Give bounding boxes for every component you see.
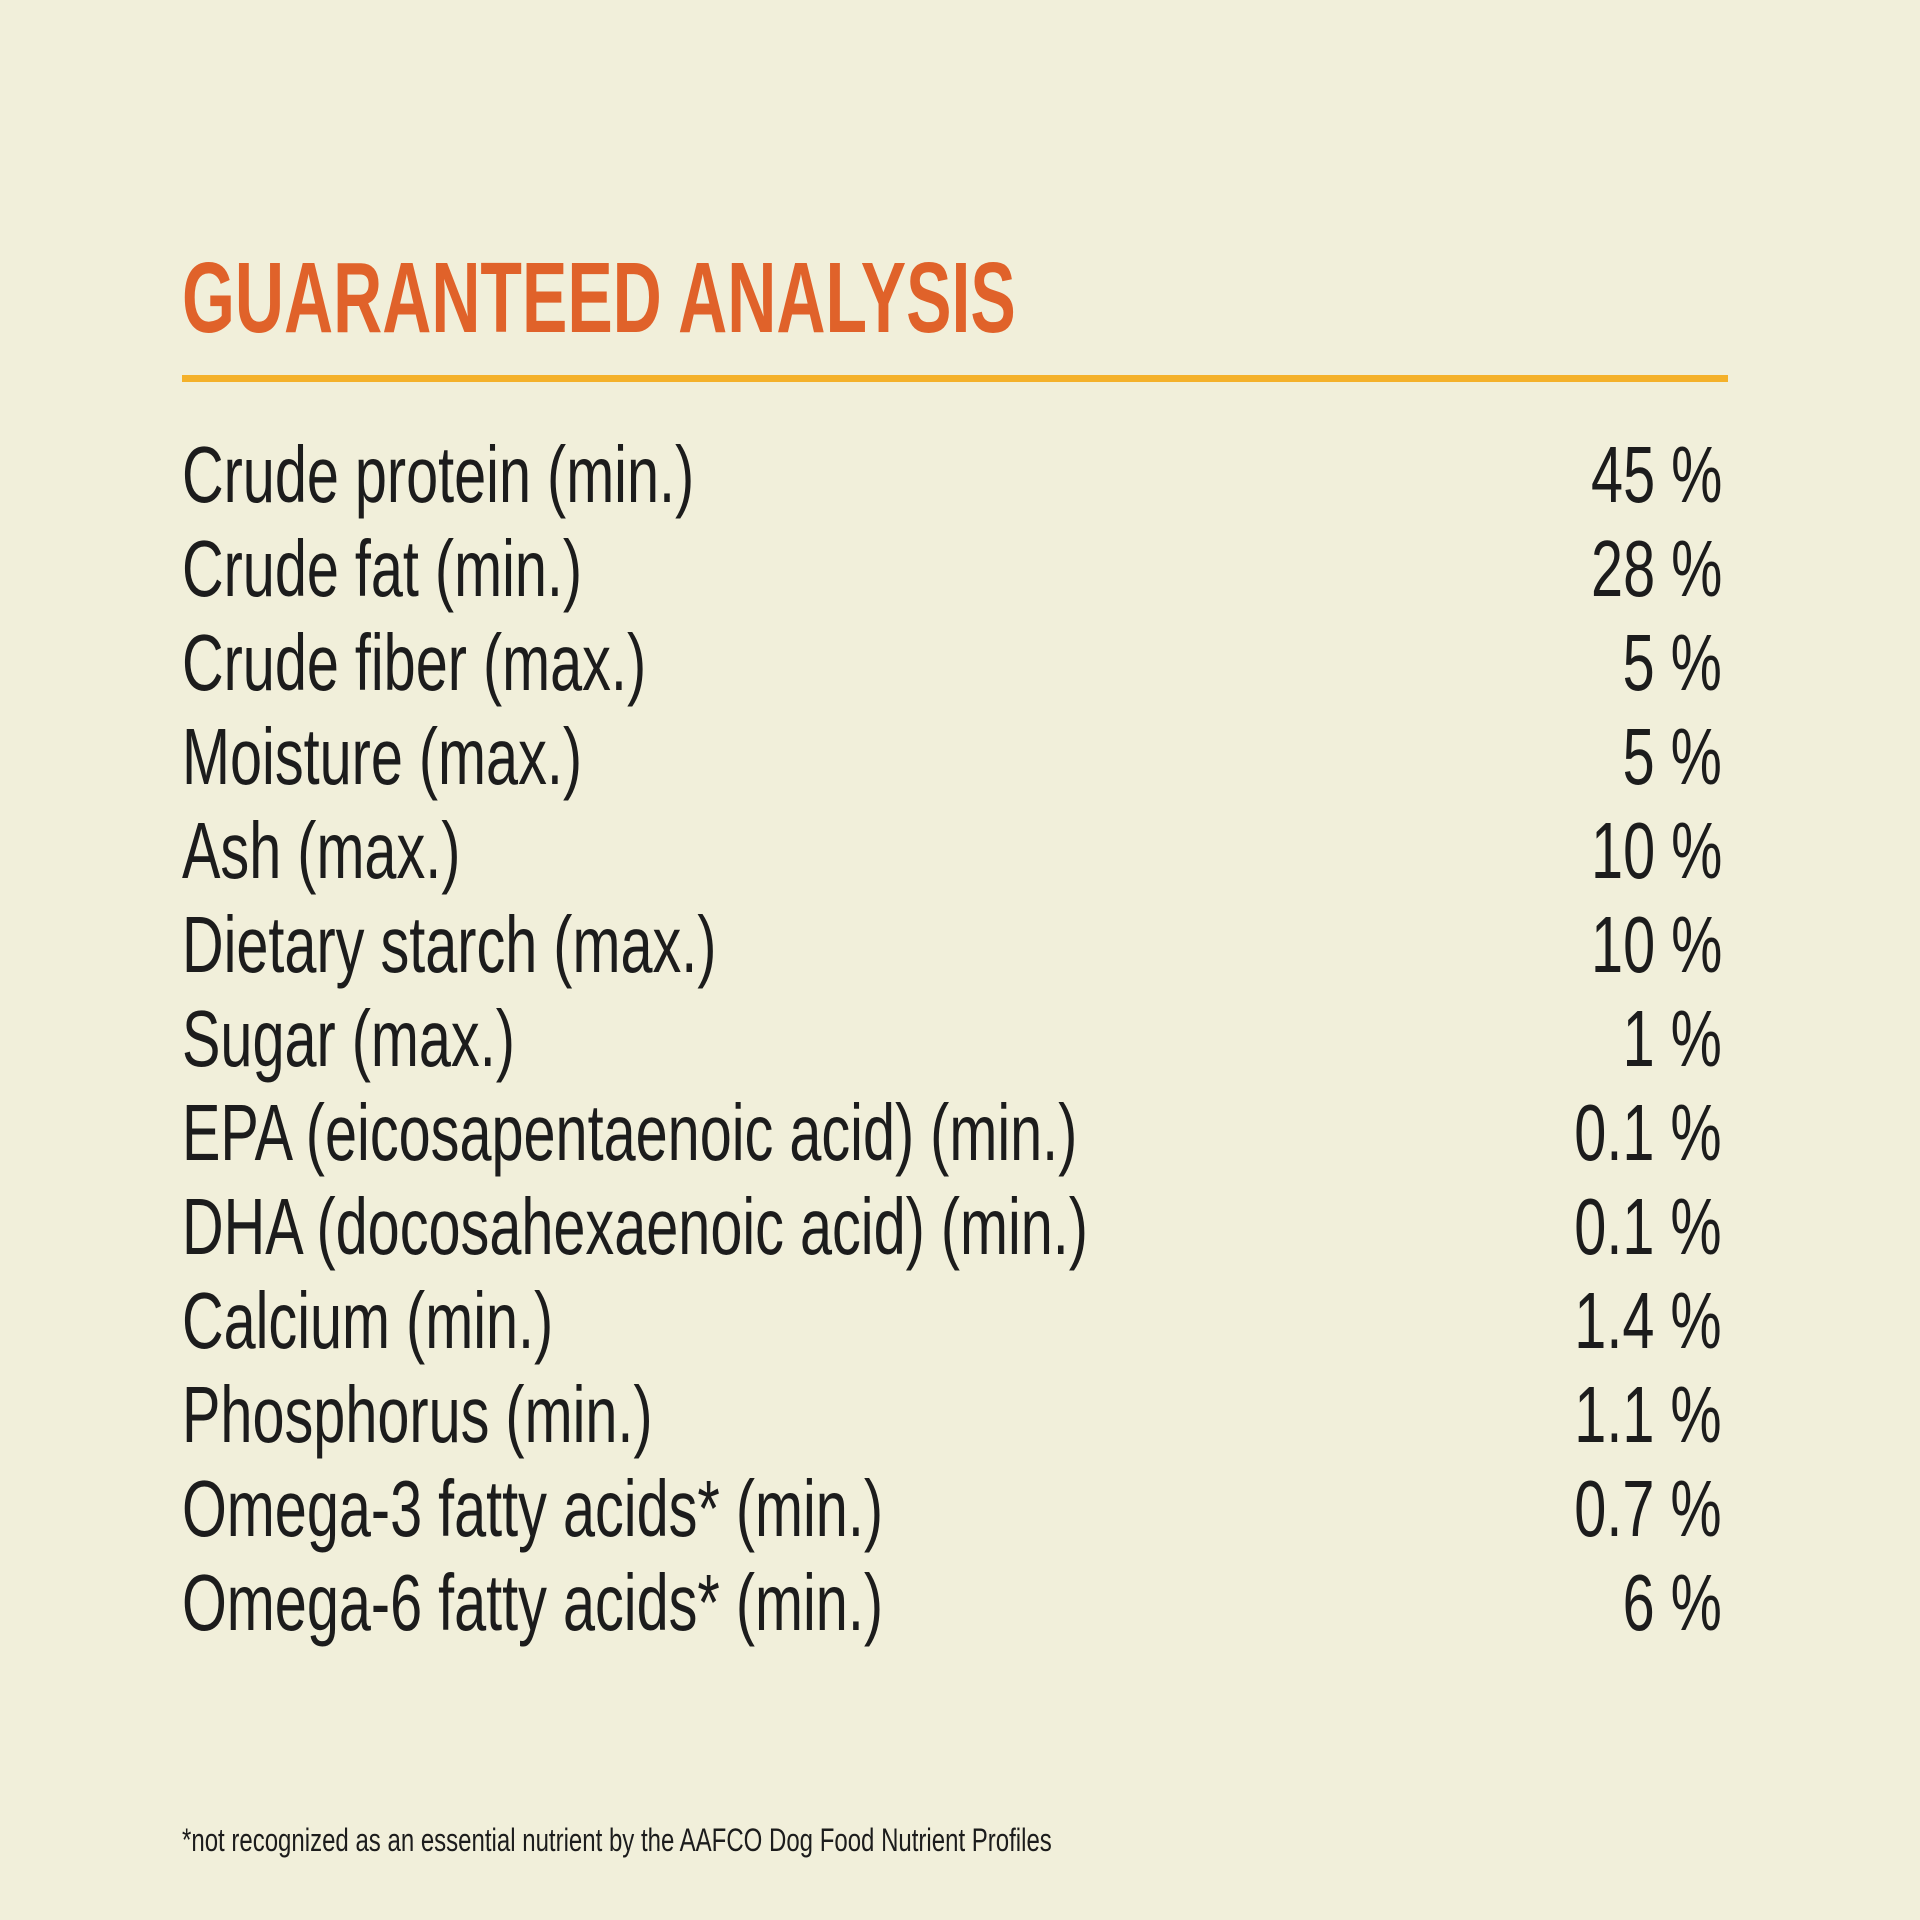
- nutrient-value: 10 %: [1590, 806, 1722, 895]
- nutrient-label: Calcium (min.): [182, 1276, 554, 1365]
- nutrient-label: EPA (eicosapentaenoic acid) (min.): [182, 1088, 1078, 1177]
- table-row: Sugar (max.) 1 %: [182, 992, 1722, 1086]
- nutrient-value: 10 %: [1590, 900, 1722, 989]
- nutrient-label: Phosphorus (min.): [182, 1370, 653, 1459]
- nutrient-label: Crude protein (min.): [182, 430, 695, 519]
- table-row: Phosphorus (min.) 1.1 %: [182, 1368, 1722, 1462]
- nutrient-value: 1.1 %: [1574, 1370, 1722, 1459]
- table-row: Ash (max.) 10 %: [182, 804, 1722, 898]
- table-row: DHA (docosahexaenoic acid) (min.) 0.1 %: [182, 1180, 1722, 1274]
- nutrient-label: Omega-6 fatty acids* (min.): [182, 1558, 884, 1647]
- nutrient-value: 5 %: [1622, 618, 1722, 707]
- nutrient-label: Dietary starch (max.): [182, 900, 717, 989]
- table-row: Omega-3 fatty acids* (min.) 0.7 %: [182, 1462, 1722, 1556]
- nutrient-value: 1.4 %: [1574, 1276, 1722, 1365]
- nutrient-value: 0.1 %: [1574, 1088, 1722, 1177]
- nutrient-value: 1 %: [1622, 994, 1722, 1083]
- title: GUARANTEED ANALYSIS: [182, 242, 1016, 354]
- nutrient-value: 45 %: [1590, 430, 1722, 519]
- divider: [182, 375, 1728, 382]
- nutrient-label: Moisture (max.): [182, 712, 583, 801]
- footnote: *not recognized as an essential nutrient…: [182, 1822, 1052, 1858]
- nutrient-label: Omega-3 fatty acids* (min.): [182, 1464, 884, 1553]
- nutrient-value: 0.7 %: [1574, 1464, 1722, 1553]
- nutrient-label: Sugar (max.): [182, 994, 515, 1083]
- table-row: Dietary starch (max.) 10 %: [182, 898, 1722, 992]
- nutrient-label: Crude fat (min.): [182, 524, 583, 613]
- table-row: Crude fiber (max.) 5 %: [182, 616, 1722, 710]
- nutrient-label: DHA (docosahexaenoic acid) (min.): [182, 1182, 1088, 1271]
- table-row: Crude fat (min.) 28 %: [182, 522, 1722, 616]
- nutrient-value: 5 %: [1622, 712, 1722, 801]
- nutrient-label: Ash (max.): [182, 806, 461, 895]
- table-row: Crude protein (min.) 45 %: [182, 428, 1722, 522]
- table-row: EPA (eicosapentaenoic acid) (min.) 0.1 %: [182, 1086, 1722, 1180]
- table-row: Calcium (min.) 1.4 %: [182, 1274, 1722, 1368]
- nutrient-value: 0.1 %: [1574, 1182, 1722, 1271]
- table-row: Moisture (max.) 5 %: [182, 710, 1722, 804]
- table-row: Omega-6 fatty acids* (min.) 6 %: [182, 1556, 1722, 1650]
- nutrient-label: Crude fiber (max.): [182, 618, 647, 707]
- nutrient-value: 6 %: [1622, 1558, 1722, 1647]
- nutrient-value: 28 %: [1590, 524, 1722, 613]
